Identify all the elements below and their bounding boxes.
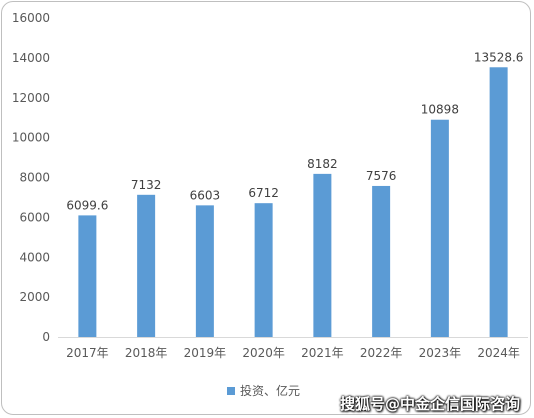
data-label: 6712 [248, 186, 279, 200]
bar [489, 67, 508, 338]
y-tick-label: 0 [42, 330, 50, 344]
data-label: 6099.6 [66, 198, 108, 212]
x-tick-label: 2021年 [301, 346, 344, 360]
y-tick-label: 16000 [12, 11, 50, 25]
data-label: 10898 [421, 103, 459, 117]
x-tick-label: 2020年 [242, 346, 285, 360]
data-label: 6603 [190, 188, 221, 202]
bar [313, 173, 332, 337]
y-tick-label: 10000 [12, 131, 50, 145]
data-label: 7132 [131, 178, 162, 192]
y-tick-label: 14000 [12, 51, 50, 65]
watermark: 搜狐号@中金企信国际咨询 [339, 395, 520, 413]
data-label: 7576 [366, 169, 397, 183]
bar [137, 194, 156, 337]
legend-label: 投资、亿元 [240, 383, 300, 398]
bar [254, 203, 273, 337]
legend-swatch [227, 387, 235, 395]
x-tick-label: 2019年 [184, 346, 227, 360]
x-tick-label: 2024年 [477, 346, 520, 360]
bar [430, 119, 449, 337]
y-tick-label: 8000 [19, 171, 50, 185]
bar [78, 215, 97, 337]
data-label: 13528.6 [474, 50, 524, 64]
x-tick-label: 2018年 [125, 346, 168, 360]
y-tick-label: 6000 [19, 210, 50, 224]
x-tick-label: 2017年 [66, 346, 109, 360]
y-tick-label: 2000 [19, 290, 50, 304]
data-label: 8182 [307, 157, 338, 171]
x-tick-label: 2023年 [419, 346, 462, 360]
y-tick-label: 12000 [12, 91, 50, 105]
y-tick-label: 4000 [19, 250, 50, 264]
x-tick-label: 2022年 [360, 346, 403, 360]
bar [372, 185, 391, 337]
bar [195, 205, 214, 337]
